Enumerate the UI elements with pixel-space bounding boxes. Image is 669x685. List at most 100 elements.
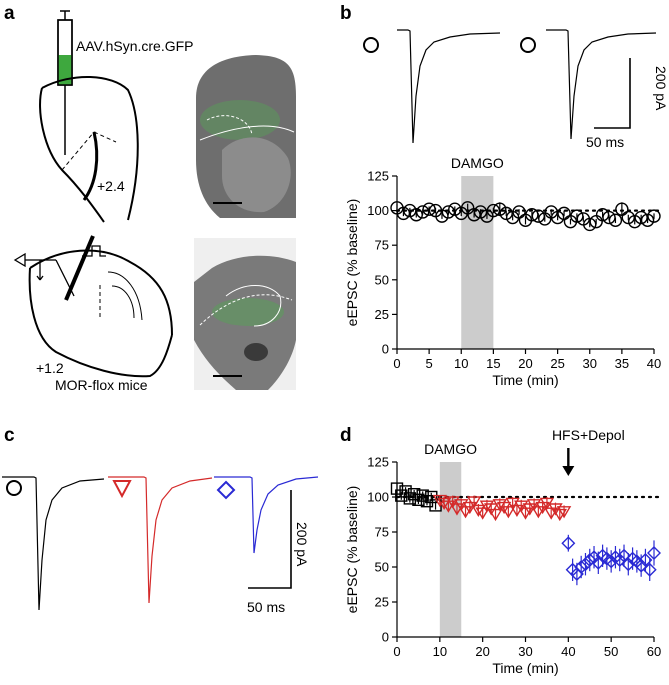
- y-axis-label: eEPSC (% baseline): [344, 199, 360, 327]
- damgo-circle-icon: [520, 37, 536, 53]
- control-circle-icon: [6, 480, 22, 496]
- virus-label: AAV.hSyn.cre.GFP: [76, 38, 194, 54]
- panel-label-c: c: [4, 425, 15, 446]
- recording-electrode-icon: [13, 252, 75, 297]
- y-tick-label: 100: [367, 490, 389, 505]
- data-point: [425, 490, 438, 504]
- control-circle-icon: [363, 37, 379, 53]
- epsc-trace-damgo: [108, 476, 213, 604]
- data-point: [390, 482, 404, 495]
- data-point: [615, 202, 629, 216]
- x-tick-label: 25: [550, 356, 564, 371]
- data-point: [496, 501, 512, 515]
- y-tick-label: 75: [375, 525, 389, 540]
- data-point: [471, 504, 486, 517]
- y-tick-label: 25: [375, 307, 389, 322]
- data-point: [436, 497, 452, 510]
- panel-b-traces: 200 pA 50 ms: [363, 29, 669, 150]
- x-tick-label: 5: [426, 356, 433, 371]
- scale-label-c-amplitude: 200 pA: [294, 522, 310, 567]
- x-tick-label: 0: [393, 356, 400, 371]
- series-baseline: [390, 482, 442, 512]
- chart-b: DAMGO 0 25 50 75 100 125 0 5 10 15 20 25 30 35 40 Time (…: [344, 155, 664, 388]
- y-tick-label: 125: [367, 169, 389, 184]
- data-point: [526, 499, 542, 512]
- brain-outline-bottom: [28, 249, 173, 378]
- chart-d: DAMGO 0 25 50 75 100 125 0 10 20 30 40 50 60 Time (min…: [344, 427, 664, 676]
- y-tick-label: 75: [375, 238, 389, 253]
- x-tick-label: 60: [647, 644, 661, 659]
- data-point: [454, 499, 469, 512]
- histology-slice-top: [196, 55, 296, 218]
- y-tick-label: 50: [375, 560, 389, 575]
- x-tick-label: 20: [475, 644, 489, 659]
- data-point: [475, 507, 490, 520]
- data-point: [445, 496, 460, 509]
- stimulating-electrode-icon: [64, 235, 106, 301]
- data-point: [505, 497, 520, 510]
- series-damgo: [432, 494, 572, 522]
- data-point: [501, 506, 516, 519]
- x-tick-label: 20: [518, 356, 532, 371]
- data-point: [395, 489, 408, 502]
- data-point: [513, 500, 529, 513]
- y-tick-label: 100: [367, 203, 389, 218]
- data-point: [512, 205, 526, 219]
- data-point: [420, 495, 434, 508]
- damgo-label: DAMGO: [451, 155, 504, 171]
- x-axis-label: Time (min): [492, 660, 558, 676]
- panel-c-traces: 200 pA 50 ms: [2, 476, 319, 615]
- data-point: [466, 496, 482, 509]
- data-point: [479, 500, 495, 513]
- data-point: [647, 546, 661, 560]
- data-point: [557, 206, 571, 221]
- scale-bar-c: [248, 490, 292, 589]
- series-control: [390, 201, 661, 232]
- panel-label-a: a: [4, 3, 15, 24]
- y-tick-label: 0: [382, 630, 389, 645]
- scale-bar-b: [594, 58, 631, 129]
- panel-label-d: d: [340, 425, 352, 446]
- syringe-icon: [57, 10, 73, 155]
- y-tick-label: 50: [375, 272, 389, 287]
- data-point: [462, 501, 478, 515]
- y-tick-label: 0: [382, 342, 389, 357]
- scale-label-c-time: 50 ms: [247, 599, 285, 615]
- x-tick-label: 0: [393, 644, 400, 659]
- data-point: [492, 499, 508, 512]
- data-point: [399, 485, 412, 498]
- x-tick-label: 50: [604, 644, 618, 659]
- data-point: [642, 562, 657, 577]
- y-axis-label: eEPSC (% baseline): [344, 486, 360, 614]
- coordinate-top: +2.4: [97, 178, 125, 194]
- x-tick-label: 40: [561, 644, 575, 659]
- epsc-trace-damgo: [546, 29, 657, 140]
- damgo-shade: [439, 462, 462, 637]
- brain-outline-top: [39, 76, 139, 223]
- hfs-diamond-icon: [216, 480, 236, 500]
- coordinate-bottom: +1.2: [36, 360, 64, 376]
- data-point: [556, 506, 572, 519]
- scale-label-b-time: 50 ms: [586, 134, 624, 150]
- epsc-trace-control: [2, 476, 105, 611]
- data-point: [403, 492, 417, 505]
- down-arrow-icon: [562, 466, 575, 476]
- damgo-shade: [461, 176, 494, 349]
- mouse-line-label: MOR-flox mice: [55, 377, 148, 393]
- y-tick-label: 25: [375, 595, 389, 610]
- data-point: [608, 213, 623, 227]
- x-tick-label: 30: [583, 356, 597, 371]
- scale-label-b-amplitude: 200 pA: [653, 66, 669, 111]
- panel-label-b: b: [340, 3, 352, 24]
- hfs-depol-label: HFS+Depol: [552, 427, 625, 443]
- histology-slice-bottom: [194, 238, 296, 390]
- damgo-label: DAMGO: [424, 441, 477, 457]
- x-tick-label: 15: [486, 356, 500, 371]
- x-tick-label: 30: [518, 644, 532, 659]
- data-point: [638, 553, 653, 567]
- x-tick-label: 35: [615, 356, 629, 371]
- data-point: [429, 499, 442, 512]
- series-hfs-depol: [561, 534, 661, 586]
- epsc-trace-baseline: [397, 29, 501, 144]
